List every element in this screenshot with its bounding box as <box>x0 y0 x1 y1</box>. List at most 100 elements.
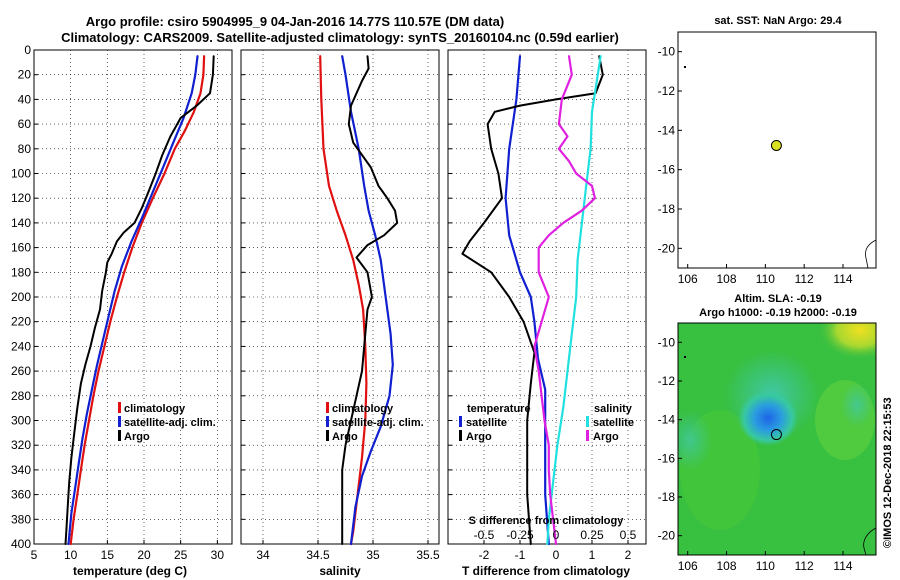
temperature-panel: 0 20 40 60 80 100 120 140 160 180 200 220 240 260 280 3… <box>11 43 233 578</box>
map-x-tick-label: 112 <box>795 559 814 573</box>
salinity-tick-labels: 34 34.5 35 35.5 <box>256 548 440 562</box>
x-tick-label: 35 <box>366 548 380 562</box>
salinity-grid <box>241 49 439 545</box>
salinity-legend: climatology satellite-adj. clim. Argo <box>326 402 424 443</box>
temperature-legend: climatology satellite-adj. clim. Argo <box>118 402 216 443</box>
salinity-series <box>319 55 399 546</box>
legend-swatch-climatology <box>118 402 121 413</box>
x-tick-label: 30 <box>211 548 225 562</box>
legend-s-satellite: satellite <box>593 417 634 429</box>
legend-climatology: climatology <box>332 403 394 415</box>
coastline <box>865 239 877 269</box>
legend-salinity-title: salinity <box>594 403 633 415</box>
argo-position-marker <box>770 429 782 441</box>
x-tick-label: 35.5 <box>416 548 440 562</box>
map-x-tick-label: 108 <box>717 559 737 573</box>
difference-legend: temperature satellite Argo salinity sate… <box>459 403 634 443</box>
x-tick-label: 15 <box>101 548 115 562</box>
title-line-2: Climatology: CARS2009. Satellite-adjuste… <box>61 30 619 45</box>
map-y-tick-label: -20 <box>658 241 676 255</box>
depth-tick-label: 0 <box>24 43 31 57</box>
depth-tick-label: 200 <box>11 290 31 304</box>
x-tick-label: 34.5 <box>306 548 330 562</box>
map-x-tick-label: 106 <box>678 272 698 286</box>
sla-heatmap <box>678 323 876 555</box>
x-tick-label: -1 <box>515 548 526 562</box>
map-y-tick-label: -18 <box>658 202 676 216</box>
depth-tick-label: 180 <box>11 265 31 279</box>
sst-map-ticks: 106 108 110 112 114 -10 -12 -14 -16 -18 -20 <box>658 45 853 286</box>
map-y-tick-label: -16 <box>658 163 676 177</box>
depth-tick-label: 340 <box>11 463 31 477</box>
island <box>684 356 686 358</box>
map-y-tick-label: -12 <box>658 374 676 388</box>
imos-credit: ©IMOS 12-Dec-2018 22:15:53 <box>882 397 894 548</box>
map-x-tick-label: 112 <box>795 272 814 286</box>
temperature-tick-labels: 5 10 15 20 25 30 <box>31 548 225 562</box>
sla-map-ticks: 106 108 110 112 114 -10 -12 -14 -16 -18 -20 <box>658 335 853 573</box>
depth-tick-label: 120 <box>11 191 31 205</box>
salinity-axis-label: salinity <box>319 564 361 578</box>
series-t-argo <box>461 55 604 545</box>
map-x-tick-label: 106 <box>678 559 698 573</box>
legend-satellite-adj-clim: satellite-adj. clim. <box>124 417 216 429</box>
s-tick-label: -0.25 <box>506 528 534 542</box>
s-difference-tick-labels: -0.5 -0.25 0 0.25 0.5 <box>474 528 637 542</box>
depth-tick-label: 140 <box>11 216 31 230</box>
sla-map-frame <box>677 322 877 556</box>
depth-tick-label: 360 <box>11 488 31 502</box>
legend-swatch-argo <box>118 430 121 441</box>
legend-swatch-argo <box>326 430 329 441</box>
legend-swatch-s-satellite <box>586 416 589 427</box>
map-y-tick-label: -10 <box>658 335 676 349</box>
map-y-tick-label: -16 <box>658 451 676 465</box>
difference-grid <box>448 49 646 545</box>
series-argo <box>64 55 215 545</box>
depth-tick-label: 320 <box>11 438 31 452</box>
t-difference-axis-label: T difference from climatology <box>462 564 630 578</box>
legend-argo: Argo <box>332 431 358 443</box>
map-y-tick-label: -14 <box>658 413 676 427</box>
series-t-satellite <box>504 55 550 546</box>
salinity-panel: 34 34.5 35 35.5 climatology satellite-adj. … <box>240 49 440 578</box>
legend-swatch-satellite <box>118 416 121 427</box>
legend-t-argo: Argo <box>466 431 492 443</box>
depth-tick-label: 40 <box>18 92 32 106</box>
depth-tick-label: 220 <box>11 315 31 329</box>
map-x-tick-label: 110 <box>756 272 775 286</box>
legend-swatch-s-argo <box>586 430 589 441</box>
s-tick-label: 0 <box>553 528 560 542</box>
s-tick-label: -0.5 <box>474 528 495 542</box>
x-tick-label: 20 <box>137 548 151 562</box>
s-difference-axis-label: S difference from climatology <box>469 515 625 527</box>
depth-tick-label: 280 <box>11 389 31 403</box>
sst-map-panel: sat. SST: NaN Argo: 29.4 106 108 110 112 114… <box>658 15 877 286</box>
x-tick-label: 5 <box>31 548 38 562</box>
series-argo <box>341 55 399 545</box>
difference-panel: -2 -1 0 1 2 temperature satellite Argo salin… <box>447 49 647 578</box>
depth-tick-labels: 0 20 40 60 80 100 120 140 160 180 200 220 240 260 280 3… <box>11 43 31 551</box>
sst-map-title: sat. SST: NaN Argo: 29.4 <box>714 15 842 27</box>
legend-climatology: climatology <box>124 403 186 415</box>
x-tick-label: 10 <box>64 548 78 562</box>
depth-tick-label: 20 <box>18 68 32 82</box>
series-s-satellite <box>546 55 602 546</box>
legend-temperature-title: temperature <box>467 403 531 415</box>
difference-series <box>461 55 604 546</box>
legend-satellite-adj-clim: satellite-adj. clim. <box>332 417 424 429</box>
depth-tick-label: 80 <box>18 142 32 156</box>
legend-t-satellite: satellite <box>466 417 507 429</box>
temperature-grid <box>33 49 232 545</box>
map-y-tick-label: -10 <box>658 45 676 59</box>
x-tick-label: 25 <box>174 548 188 562</box>
sla-map-title-2: Argo h1000: -0.19 h2000: -0.19 <box>699 307 857 319</box>
legend-swatch-t-argo <box>459 430 462 441</box>
s-tick-label: 0.25 <box>580 528 604 542</box>
depth-tick-label: 160 <box>11 241 31 255</box>
series-climatology <box>69 55 206 546</box>
depth-tick-label: 300 <box>11 414 31 428</box>
depth-tick-label: 260 <box>11 364 31 378</box>
depth-tick-label: 60 <box>18 117 32 131</box>
depth-tick-label: 240 <box>11 339 31 353</box>
